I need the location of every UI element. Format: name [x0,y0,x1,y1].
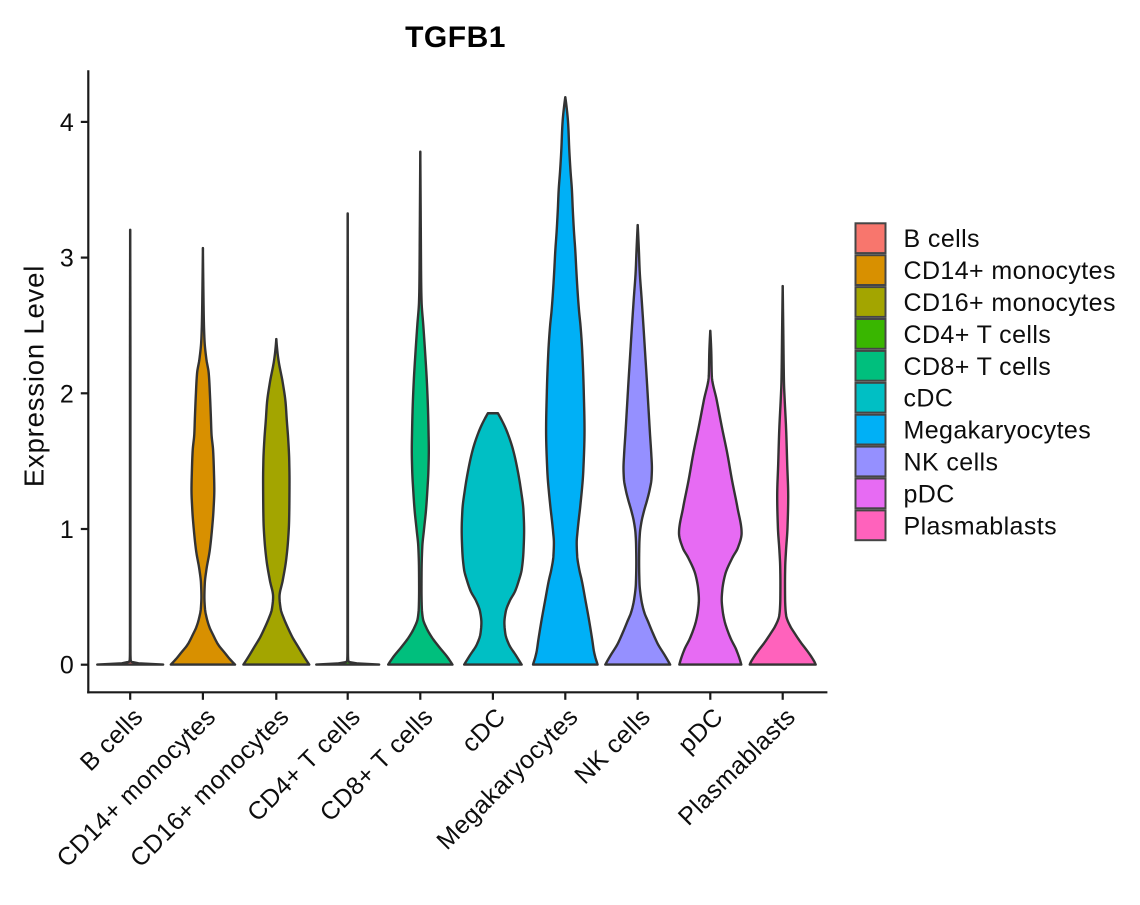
svg-text:0: 0 [60,652,74,680]
svg-text:1: 1 [60,516,74,544]
svg-text:CD14+ monocytes: CD14+ monocytes [904,257,1116,285]
svg-text:pDC: pDC [904,480,955,508]
svg-text:CD4+ T cells: CD4+ T cells [904,321,1052,349]
svg-text:NK cells: NK cells [904,449,999,477]
svg-text:2: 2 [60,380,74,408]
svg-text:3: 3 [60,245,74,273]
svg-text:4: 4 [60,109,74,137]
svg-text:cDC: cDC [904,385,954,413]
svg-text:CD8+ T cells: CD8+ T cells [904,353,1052,381]
svg-text:Megakaryocytes: Megakaryocytes [904,417,1092,445]
svg-text:B cells: B cells [904,225,980,253]
svg-text:TGFB1: TGFB1 [405,21,506,54]
svg-text:Plasmablasts: Plasmablasts [904,512,1057,540]
svg-text:Expression Level: Expression Level [19,265,50,487]
svg-text:CD16+ monocytes: CD16+ monocytes [904,289,1116,317]
